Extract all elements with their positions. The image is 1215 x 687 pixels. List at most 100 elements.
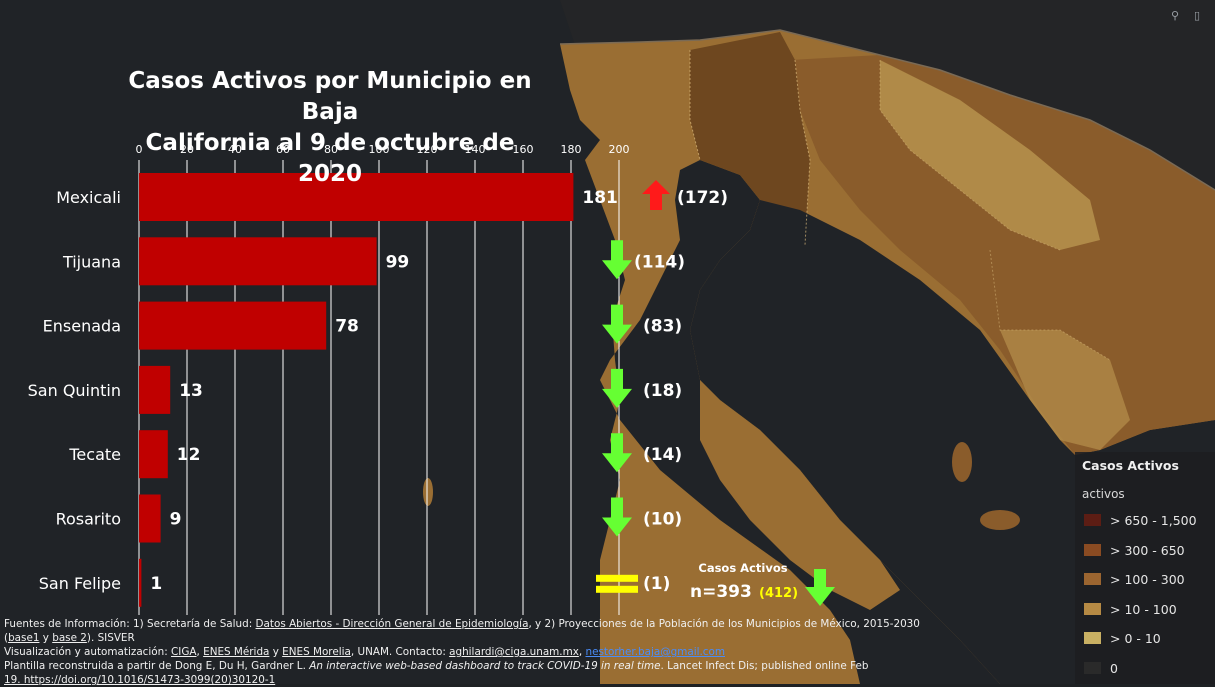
map-municipal-border-3: [879, 60, 1061, 251]
total-down-arrow-icon: [805, 569, 835, 606]
base1-link[interactable]: base1: [8, 632, 40, 644]
total-value: n=393: [690, 582, 752, 602]
legend-label: > 10 - 100: [1110, 601, 1177, 617]
previous-value-label: (172): [677, 188, 728, 208]
footer-text: ,: [196, 646, 204, 658]
map-municipal-border: [689, 50, 701, 161]
map-us-region: [560, 0, 1215, 190]
footer-text: ). SISVER: [86, 632, 135, 644]
legend-title: Casos Activos: [1082, 458, 1179, 473]
category-label: San Quintin: [28, 381, 121, 400]
bar: [139, 173, 574, 221]
x-tick-label: 40: [228, 143, 242, 156]
legend-item: 0: [1084, 657, 1118, 679]
previous-value-label: (114): [634, 252, 685, 272]
footer-text: y: [269, 646, 283, 658]
footer-text: Fuentes de Información: 1) Secretaría de…: [4, 618, 256, 630]
x-tick-label: 200: [609, 143, 630, 156]
category-label: Tijuana: [62, 252, 121, 271]
previous-value-label: (1): [643, 574, 670, 594]
bar: [139, 494, 161, 543]
contact-email-link[interactable]: aghilardi@ciga.unam.mx: [449, 646, 579, 658]
map-pale-region-2: [1000, 330, 1130, 450]
footer-sources: Fuentes de Información: 1) Secretaría de…: [4, 617, 964, 687]
map-mexicali-region: [690, 32, 810, 245]
footer-text: y: [39, 632, 53, 644]
legend-item: > 0 - 10: [1084, 627, 1161, 649]
enes-merida-link[interactable]: ENES Mérida: [203, 646, 270, 658]
bar: [139, 301, 327, 350]
legend-swatch: [1084, 544, 1101, 556]
category-label: Mexicali: [56, 188, 121, 207]
doi-link[interactable]: 19. https://doi.org/10.1016/S1473-3099(2…: [4, 674, 276, 686]
x-tick-label: 20: [180, 143, 194, 156]
footer-line: (base1 y base 2). SISVER: [4, 631, 964, 645]
footer-italic: An interactive web-based dashboard to tr…: [309, 660, 661, 672]
map-island-2: [751, 577, 779, 593]
down-arrow-icon: [602, 368, 632, 408]
category-label: Tecate: [68, 445, 121, 464]
down-arrow-icon: [602, 304, 632, 344]
contact-email-link-2[interactable]: nestorher.baja@gmail.com: [585, 646, 725, 658]
ciga-link[interactable]: CIGA: [171, 646, 197, 658]
legend-swatch: [1084, 662, 1101, 674]
base2-link[interactable]: base 2: [52, 632, 87, 644]
chart-title-line-1: Casos Activos por Municipio en Baja: [128, 68, 532, 125]
map-gulf: [690, 200, 1075, 684]
equal-icon: [596, 585, 638, 593]
footer-text: Plantilla reconstruida a partir de Dong …: [4, 660, 310, 672]
up-arrow-icon: [642, 180, 670, 210]
down-arrow-icon: [602, 433, 632, 473]
x-tick-label: 140: [465, 143, 486, 156]
legend-swatch: [1084, 632, 1101, 644]
chart-title-line-2: California al 9 de octubre de 2020: [145, 130, 515, 187]
x-tick-label: 120: [417, 143, 438, 156]
x-tick-label: 60: [276, 143, 290, 156]
legend-subtitle: activos: [1082, 487, 1125, 501]
previous-value-label: (83): [643, 317, 682, 337]
map-legend: Casos Activos activos > 650 - 1,500 > 30…: [1075, 452, 1215, 684]
previous-value-label: (10): [643, 510, 682, 530]
footer-text: . Lancet Infect Dis; published online Fe…: [660, 660, 869, 672]
enes-morelia-link[interactable]: ENES Morelia: [282, 646, 351, 658]
total-label: Casos Activos: [698, 561, 787, 575]
legend-item: > 100 - 300: [1084, 568, 1185, 590]
total-previous-value: (412): [759, 586, 798, 601]
legend-item: > 650 - 1,500: [1084, 509, 1197, 531]
chart-title: Casos Activos por Municipio en Baja Cali…: [110, 66, 550, 190]
legend-label: > 100 - 300: [1110, 571, 1185, 587]
x-tick-label: 80: [324, 143, 338, 156]
footer-text: Visualización y automatización:: [4, 646, 172, 658]
data-label: 181: [582, 188, 618, 208]
legend-label: 0: [1110, 660, 1118, 676]
footer-line: 19. https://doi.org/10.1016/S1473-3099(2…: [4, 673, 964, 687]
legend-item: > 10 - 100: [1084, 598, 1177, 620]
bar: [139, 558, 142, 607]
legend-label: > 0 - 10: [1110, 630, 1161, 646]
legend-item: > 300 - 650: [1084, 539, 1185, 561]
map-border: [559, 29, 1215, 191]
map-peninsula-south: [700, 380, 900, 610]
footer-text: , y 2) Proyecciones de la Población de l…: [528, 618, 920, 630]
legend-label: > 300 - 650: [1110, 542, 1185, 558]
map-island-3: [952, 442, 972, 482]
previous-value-label: (14): [643, 445, 682, 465]
map-municipal-border-2: [794, 59, 811, 246]
map-island: [423, 478, 433, 506]
x-tick-label: 0: [136, 143, 143, 156]
search-icon[interactable]: ⚲: [1170, 9, 1180, 22]
legend-swatch: [1084, 514, 1101, 526]
map-tools: ⚲ ▯: [1169, 9, 1203, 22]
category-label: Ensenada: [43, 317, 121, 336]
source-link[interactable]: Datos Abiertos - Dirección General de Ep…: [255, 618, 529, 630]
bookmark-icon[interactable]: ▯: [1193, 9, 1201, 22]
data-label: 78: [335, 317, 359, 337]
legend-swatch: [1084, 603, 1101, 615]
footer-line: Fuentes de Información: 1) Secretaría de…: [4, 617, 964, 631]
down-arrow-icon: [602, 497, 632, 537]
data-label: 13: [179, 381, 203, 401]
map-sonora-region: [790, 55, 1215, 455]
bar: [139, 430, 168, 479]
map-municipal-border-4: [989, 249, 1111, 361]
